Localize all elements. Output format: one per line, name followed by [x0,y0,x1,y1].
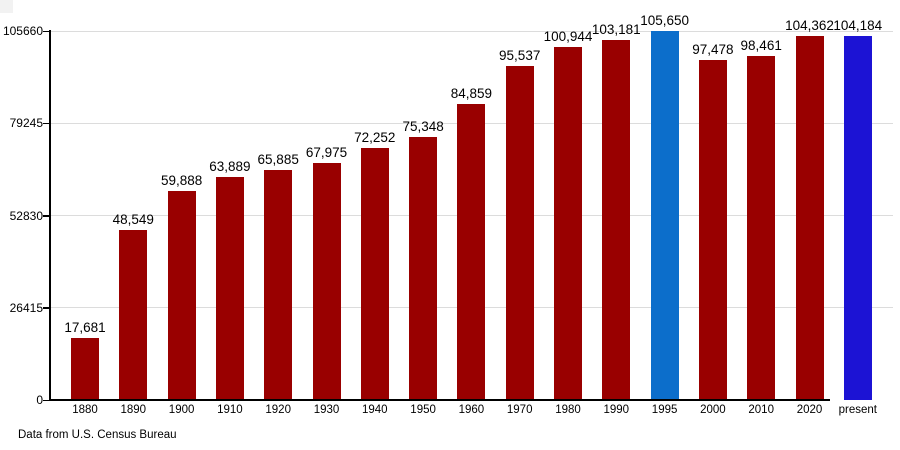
bar-1910 [215,177,244,400]
bar-value-label-1880: 17,681 [64,320,106,335]
bar-1950 [409,137,438,400]
x-tick-label-1930: 1930 [313,404,340,416]
x-tick-label-2010: 2010 [748,404,774,416]
bar-value-label-1980: 100,944 [543,29,593,44]
x-tick-label-1990: 1990 [603,404,630,416]
bar-value-label-1910: 63,889 [209,159,251,174]
bar-value-label-1900: 59,888 [160,173,203,188]
x-tick-label-1890: 1890 [120,404,147,416]
bar-1920 [264,170,293,400]
x-tick-label-1880: 1880 [72,404,98,416]
bar-value-label-1960: 84,859 [450,86,493,101]
bar-value-label-1920: 65,885 [257,152,299,167]
bar-2020 [795,36,824,400]
corner-artifact [0,0,13,13]
x-tick-label-1940: 1940 [362,404,388,416]
bar-value-label-2000: 97,478 [692,42,734,57]
bar-2010 [747,56,776,400]
y-tick-mark [43,30,50,32]
y-tick-mark [43,122,50,125]
chart-footnote: Data from U.S. Census Bureau [18,429,177,441]
x-tick-label-1920: 1920 [265,404,291,416]
y-tick-mark [43,215,50,217]
x-tick-label-1995: 1995 [651,404,678,416]
bar-value-label-2020: 104,362 [785,18,834,33]
bar-value-label-1930: 67,975 [305,145,348,160]
y-tick-mark [43,307,50,309]
x-axis-line [50,399,830,401]
y-axis-line [49,30,51,401]
bar-1960 [457,104,486,400]
x-tick-label-2000: 2000 [700,404,726,416]
bar-1980 [554,47,582,400]
bar-1970 [505,66,534,400]
x-tick-label-2020: 2020 [796,404,823,416]
bar-2000 [698,60,727,400]
bar-1940 [360,148,389,400]
x-tick-label-1970: 1970 [506,404,533,416]
bar-1900 [167,191,196,400]
bar-present [843,36,872,400]
bar-value-label-1940: 72,252 [354,130,396,145]
bar-value-label-1890: 48,549 [112,212,154,227]
bar-value-label-1970: 95,537 [499,48,541,63]
gridline [50,30,893,32]
bar-value-label-present: 104,184 [833,18,883,33]
x-tick-label-1900: 1900 [168,404,195,416]
bar-1880 [71,338,99,400]
bar-value-label-1990: 103,181 [591,22,641,37]
x-tick-label-present: present [838,404,877,416]
bar-1995 [650,31,679,400]
bar-1930 [312,163,341,400]
x-tick-label-1910: 1910 [217,404,243,416]
x-tick-label-1980: 1980 [555,404,581,416]
bar-value-label-1950: 75,348 [402,119,444,134]
bar-value-label-1995: 105,650 [640,13,689,28]
bar-1890 [119,230,148,400]
x-tick-label-1960: 1960 [458,404,485,416]
bar-value-label-2010: 98,461 [740,38,782,53]
y-tick-mark [43,399,50,401]
x-tick-label-1950: 1950 [410,404,436,416]
bar-1990 [602,40,631,400]
